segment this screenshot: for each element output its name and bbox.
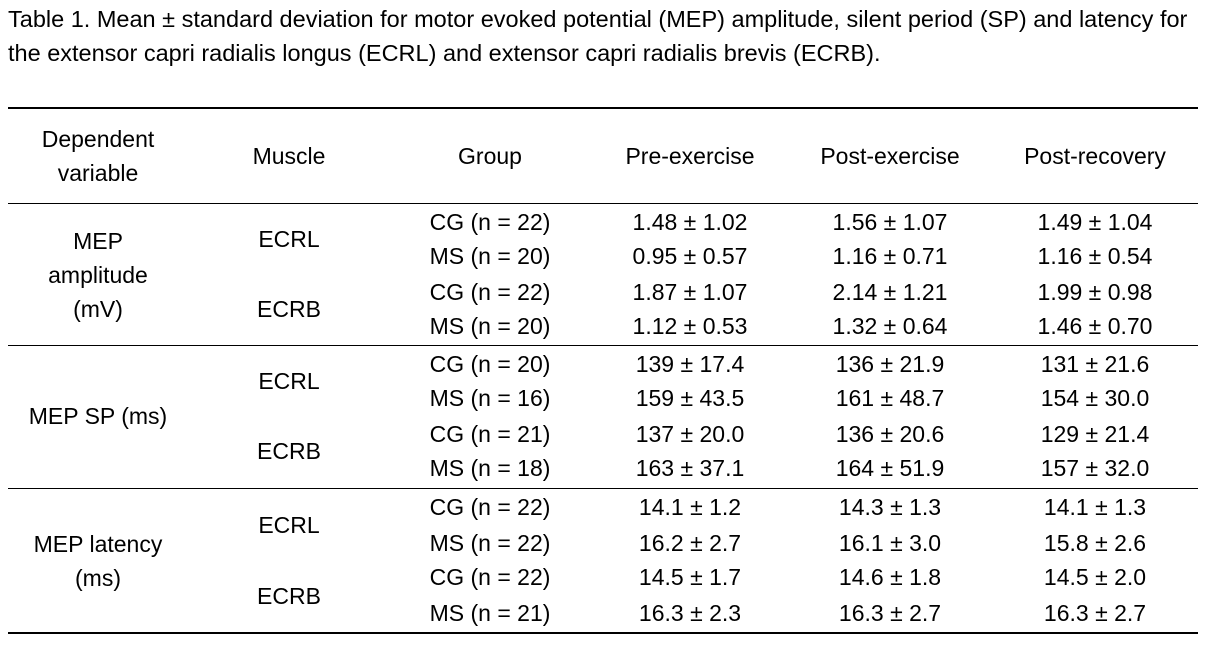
- muscle-label: ECRL: [258, 368, 320, 394]
- pre-exercise-cell: 159 ± 43.5: [635, 385, 745, 411]
- muscle-label: ECRL: [258, 512, 320, 538]
- post-exercise-cell: 136 ± 21.9: [835, 351, 945, 377]
- section-label-line: amplitude: [48, 262, 148, 288]
- header-dependent-line2: variable: [57, 160, 139, 186]
- pre-exercise-cell: 14.5 ± 1.7: [638, 564, 742, 590]
- group-cell: CG (n = 22): [429, 209, 551, 235]
- pre-exercise-cell: 1.48 ± 1.02: [632, 209, 748, 235]
- group-cell: MS (n = 20): [429, 243, 551, 269]
- header-post-exercise: Post-exercise: [820, 143, 960, 169]
- post-exercise-cell: 16.1 ± 3.0: [838, 530, 942, 556]
- post-recovery-cell: 14.5 ± 2.0: [1043, 564, 1147, 590]
- post-exercise-cell: 136 ± 20.6: [835, 421, 945, 447]
- header-dependent-variable: Dependent variable: [8, 122, 188, 190]
- post-recovery-cell: 15.8 ± 2.6: [1043, 530, 1147, 556]
- muscle-label: ECRB: [257, 583, 321, 609]
- table-caption: Table 1. Mean ± standard deviation for m…: [8, 6, 1188, 66]
- section-label-mep-amplitude: MEP amplitude (mV): [8, 224, 188, 326]
- group-cell: CG (n = 22): [429, 494, 551, 520]
- pre-exercise-cell: 137 ± 20.0: [635, 421, 745, 447]
- post-exercise-cell: 1.16 ± 0.71: [832, 243, 948, 269]
- pre-exercise-cell: 1.87 ± 1.07: [632, 279, 748, 305]
- section-label-mep-sp: MEP SP (ms): [8, 399, 188, 433]
- top-rule: [8, 107, 1198, 109]
- post-recovery-cell: 157 ± 32.0: [1040, 455, 1150, 481]
- section-label-line: (ms): [75, 565, 121, 591]
- pre-exercise-cell: 1.12 ± 0.53: [632, 313, 748, 339]
- post-exercise-cell: 16.3 ± 2.7: [838, 600, 942, 626]
- section-rule: [8, 345, 1198, 346]
- muscle-label: ECRB: [257, 438, 321, 464]
- group-cell: CG (n = 20): [429, 351, 551, 377]
- header-rule: [8, 203, 1198, 204]
- pre-exercise-cell: 16.2 ± 2.7: [638, 530, 742, 556]
- header-group: Group: [458, 143, 522, 169]
- post-exercise-cell: 14.6 ± 1.8: [838, 564, 942, 590]
- post-recovery-cell: 1.16 ± 0.54: [1037, 243, 1153, 269]
- post-recovery-cell: 129 ± 21.4: [1040, 421, 1150, 447]
- section-label-mep-latency: MEP latency (ms): [8, 527, 188, 595]
- pre-exercise-cell: 139 ± 17.4: [635, 351, 745, 377]
- post-recovery-cell: 1.46 ± 0.70: [1037, 313, 1153, 339]
- post-exercise-cell: 14.3 ± 1.3: [838, 494, 942, 520]
- bottom-rule: [8, 632, 1198, 634]
- post-recovery-cell: 1.49 ± 1.04: [1037, 209, 1153, 235]
- post-recovery-cell: 16.3 ± 2.7: [1043, 600, 1147, 626]
- header-dependent-line1: Dependent: [41, 126, 155, 152]
- muscle-label: ECRL: [258, 226, 320, 252]
- post-exercise-cell: 2.14 ± 1.21: [832, 279, 948, 305]
- header-muscle: Muscle: [252, 143, 326, 169]
- section-rule: [8, 488, 1198, 489]
- post-exercise-cell: 164 ± 51.9: [835, 455, 945, 481]
- pre-exercise-cell: 163 ± 37.1: [635, 455, 745, 481]
- post-exercise-cell: 1.56 ± 1.07: [832, 209, 948, 235]
- pre-exercise-cell: 14.1 ± 1.2: [638, 494, 742, 520]
- header-post-recovery: Post-recovery: [1024, 143, 1166, 169]
- header-pre-exercise: Pre-exercise: [625, 143, 755, 169]
- post-recovery-cell: 131 ± 21.6: [1040, 351, 1150, 377]
- group-cell: MS (n = 21): [429, 600, 551, 626]
- post-exercise-cell: 161 ± 48.7: [835, 385, 945, 411]
- post-recovery-cell: 1.99 ± 0.98: [1037, 279, 1153, 305]
- group-cell: MS (n = 20): [429, 313, 551, 339]
- pre-exercise-cell: 16.3 ± 2.3: [638, 600, 742, 626]
- section-label-line: MEP: [73, 228, 123, 254]
- post-recovery-cell: 154 ± 30.0: [1040, 385, 1150, 411]
- section-label-line: MEP SP (ms): [28, 403, 168, 429]
- group-cell: CG (n = 21): [429, 421, 551, 447]
- post-recovery-cell: 14.1 ± 1.3: [1043, 494, 1147, 520]
- group-cell: MS (n = 18): [429, 455, 551, 481]
- group-cell: MS (n = 22): [429, 530, 551, 556]
- post-exercise-cell: 1.32 ± 0.64: [832, 313, 948, 339]
- group-cell: CG (n = 22): [429, 564, 551, 590]
- muscle-label: ECRB: [257, 296, 321, 322]
- group-cell: MS (n = 16): [429, 385, 551, 411]
- section-label-line: (mV): [73, 296, 123, 322]
- group-cell: CG (n = 22): [429, 279, 551, 305]
- pre-exercise-cell: 0.95 ± 0.57: [632, 243, 748, 269]
- section-label-line: MEP latency: [33, 531, 163, 557]
